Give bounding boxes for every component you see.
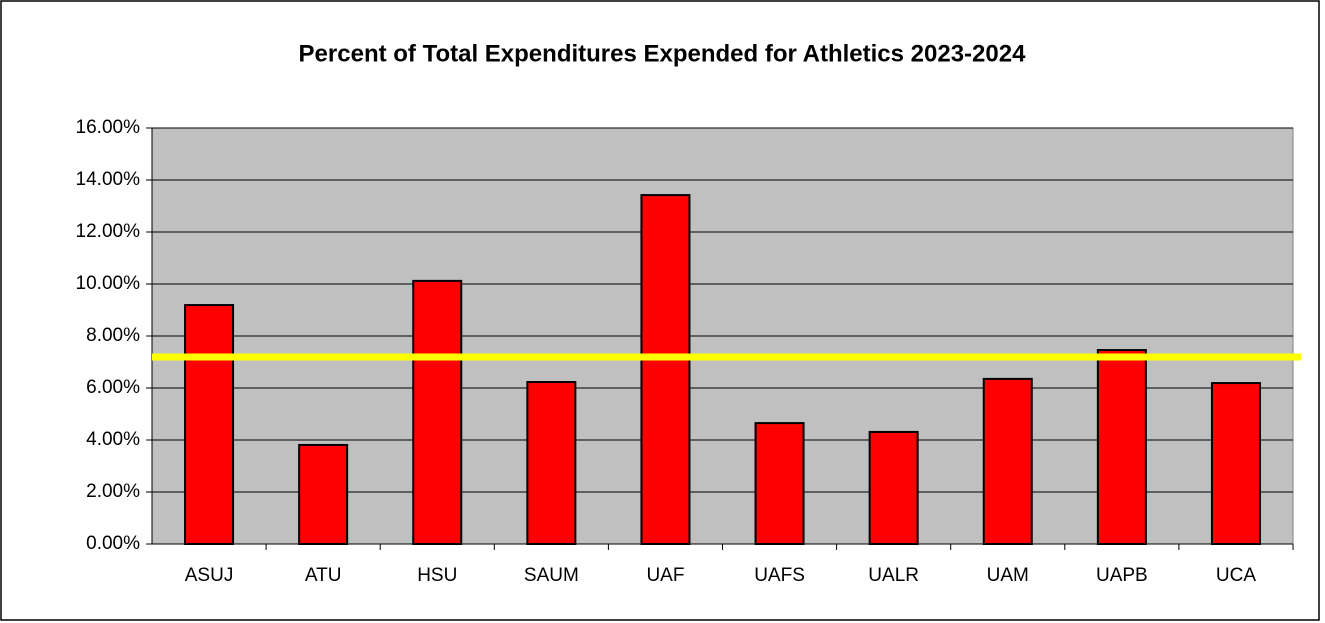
x-tick-label: UALR (868, 565, 919, 586)
bar (1096, 349, 1147, 546)
y-tick-label: 16.00% (76, 117, 141, 138)
x-tick-label: UAF (646, 565, 684, 586)
bar (184, 304, 235, 545)
x-tick-label: UAPB (1096, 565, 1148, 586)
bar (298, 443, 349, 545)
x-tick-label: UCA (1216, 565, 1256, 586)
y-tick-label: 12.00% (76, 221, 141, 242)
x-tick-label: UAFS (754, 565, 805, 586)
x-tick-label: UAM (987, 565, 1029, 586)
bar (412, 279, 463, 545)
x-tick-label: ASUJ (185, 565, 234, 586)
y-tick-label: 4.00% (86, 429, 140, 450)
y-tick-label: 6.00% (86, 377, 140, 398)
bar (982, 377, 1033, 545)
y-tick-label: 2.00% (86, 481, 140, 502)
y-tick-label: 10.00% (76, 273, 141, 294)
x-tick-label: SAUM (524, 565, 579, 586)
bar (526, 381, 577, 545)
y-tick-label: 14.00% (76, 169, 141, 190)
bar (640, 194, 691, 546)
bar (754, 422, 805, 546)
x-tick-label: HSU (417, 565, 457, 586)
y-tick-label: 0.00% (86, 533, 140, 554)
y-tick-label: 8.00% (86, 325, 140, 346)
bar (868, 430, 919, 545)
bar (1210, 382, 1261, 545)
chart-title: Percent of Total Expenditures Expended f… (299, 40, 1027, 67)
x-tick-label: ATU (305, 565, 342, 586)
